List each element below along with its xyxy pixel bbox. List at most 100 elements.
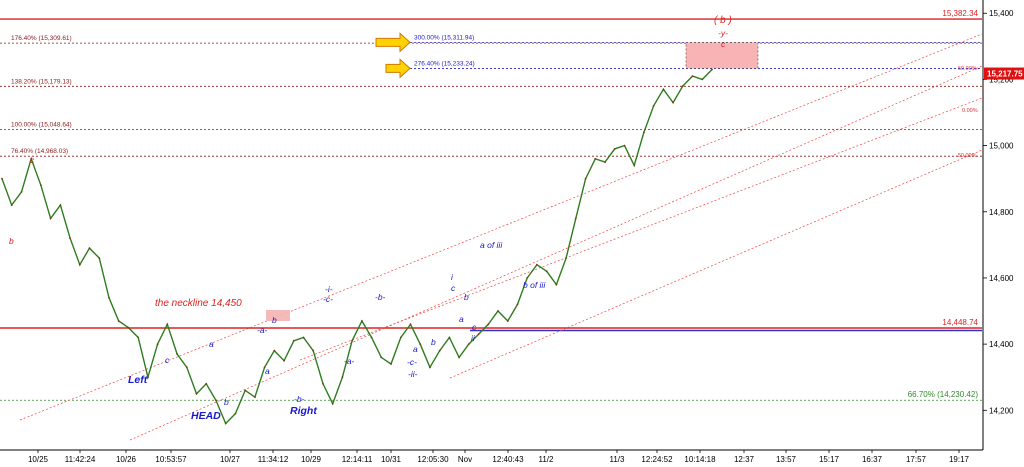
x-tick-label: 12:37 [734, 455, 755, 464]
price-point [643, 131, 645, 134]
price-point [40, 184, 42, 187]
price-point [176, 353, 179, 355]
target-zone [266, 42, 759, 321]
pattern-label: Right [290, 405, 317, 417]
price-point [672, 101, 674, 104]
price-point [584, 177, 587, 180]
price-point [341, 376, 344, 379]
price-point [604, 161, 606, 164]
price-point [127, 326, 130, 329]
x-tick-label: 11/2 [539, 455, 555, 464]
price-point [322, 382, 324, 385]
wave-label: -c- [323, 294, 333, 304]
level-label: 66.70% (14,230.42) [908, 390, 979, 399]
time-axis: 10/25 11:42:24 10/26 10:53:57 10/27 11:34:12 1… [0, 449, 983, 464]
arrow-icon [385, 58, 411, 79]
price-point [380, 356, 383, 359]
price-point [49, 217, 52, 220]
price-point [273, 349, 276, 352]
channel-label: -50.00% [956, 153, 977, 159]
target-zone-box [685, 42, 759, 69]
wave-label: -a- [257, 325, 268, 335]
x-tick-label: 10/31 [381, 455, 402, 464]
x-tick-label: 15:17 [819, 455, 840, 464]
price-point [1, 177, 3, 180]
price-point [458, 356, 460, 359]
price-point [78, 263, 81, 266]
price-point [117, 320, 120, 322]
price-point [331, 402, 334, 405]
fibonacci-levels: 223.60% (15,476.04)176.40% (15,309.61)13… [0, 9, 982, 401]
price-point [205, 382, 208, 385]
fib-level-label: 176.40% (15,309.61) [11, 35, 72, 42]
wave-label: i [451, 272, 454, 282]
wave-label: b of iii [523, 280, 546, 290]
channel-line [299, 97, 983, 361]
wave-label: -c- [407, 357, 417, 367]
wave-label: a [413, 344, 418, 354]
price-series [1, 68, 713, 425]
y-tick-label: 15,200 [989, 75, 1014, 84]
wave-label: -a- [344, 356, 355, 366]
price-point [20, 191, 23, 193]
x-tick-label: Nov [458, 455, 472, 464]
price-point [244, 389, 247, 392]
price-point [10, 204, 13, 207]
x-tick-label: 13:57 [776, 455, 797, 464]
price-point [254, 396, 256, 398]
pattern-label: HEAD [191, 410, 221, 422]
y-tick-label: 14,800 [989, 208, 1014, 217]
price-point [662, 88, 665, 91]
price-point [69, 237, 71, 240]
channel-line [129, 65, 983, 441]
wave-label: ( b ) [714, 15, 732, 26]
x-tick-label: 19:17 [949, 455, 970, 464]
price-point [574, 217, 577, 220]
price-badge [984, 67, 1024, 80]
price-line [1, 69, 713, 425]
y-tick-label: 15,000 [989, 142, 1014, 151]
price-point [137, 336, 140, 339]
price-point [88, 247, 91, 250]
price-point [536, 263, 538, 266]
neckline-zone-box [266, 310, 290, 321]
wave-label: a [265, 366, 270, 376]
y-tick-label: 14,600 [989, 274, 1014, 283]
price-point [399, 336, 402, 339]
wave-label: -i- [325, 284, 333, 294]
fib-level-label: 100.00% (15,048.64) [11, 121, 72, 128]
x-tick-label: 10/25 [28, 455, 49, 464]
price-point [409, 323, 412, 326]
x-tick-label: 17:57 [906, 455, 927, 464]
price-point [526, 277, 529, 279]
x-tick-label: 11:34:12 [258, 455, 289, 464]
price-point [312, 349, 315, 352]
price-point [98, 257, 101, 259]
x-tick-label: 11/3 [610, 455, 626, 464]
neckline-label: the neckline 14,450 [155, 298, 242, 309]
level-label: 15,382.34 [942, 9, 978, 18]
price-point [711, 68, 713, 71]
price-point [701, 78, 704, 81]
price-point [633, 164, 636, 167]
price-point [215, 399, 217, 402]
wave-label: c [30, 155, 35, 165]
wave-label: b [9, 236, 14, 246]
price-point [156, 343, 159, 345]
price-point [234, 412, 237, 415]
price-point [419, 343, 422, 345]
projection-level-label: 276.40% (15,233.24) [414, 60, 475, 67]
price-point [59, 204, 62, 207]
wave-label: c [472, 322, 477, 332]
price-point [361, 320, 363, 322]
wave-label: c [165, 355, 170, 365]
wave-label: a [209, 339, 214, 349]
price-point [613, 148, 616, 150]
x-tick-label: 10/27 [220, 455, 241, 464]
price-point [691, 75, 694, 77]
x-tick-label: 12:40:43 [492, 455, 524, 464]
wave-label: b [224, 397, 229, 407]
price-point [565, 257, 567, 259]
